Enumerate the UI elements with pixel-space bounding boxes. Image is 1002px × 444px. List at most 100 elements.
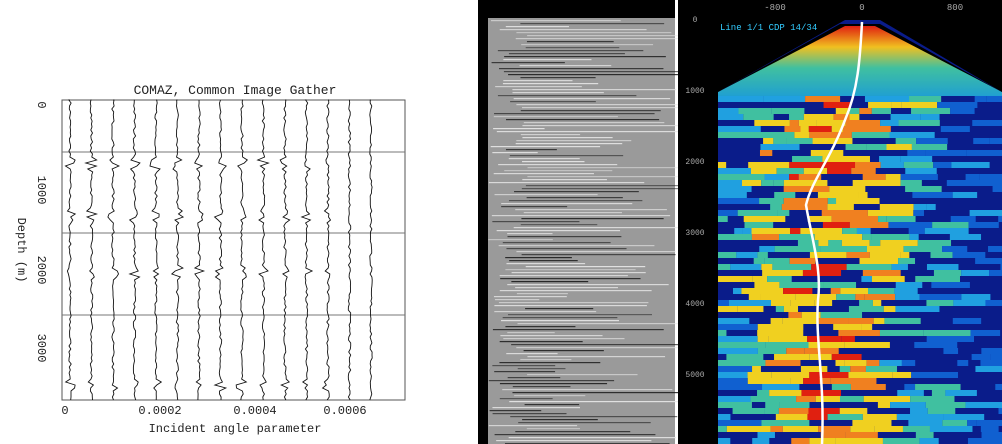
velocity-cell	[969, 222, 999, 228]
velocity-cell	[803, 378, 819, 384]
velocity-cell	[771, 318, 783, 324]
velocity-cell	[933, 162, 951, 168]
reflector	[495, 194, 598, 195]
velocity-cell	[857, 228, 871, 234]
reflector	[514, 98, 671, 99]
reflector	[498, 50, 643, 51]
velocity-cell	[904, 246, 942, 252]
velocity-cell	[852, 420, 891, 426]
velocity-cell	[892, 102, 902, 108]
velocity-cell	[879, 156, 901, 162]
velocity-cell	[967, 420, 976, 426]
velocity-cell	[718, 438, 730, 444]
velocity-cell	[821, 312, 862, 318]
velocity-cell	[759, 198, 784, 204]
velocity-cell	[831, 288, 841, 294]
velocity-cell	[875, 426, 903, 432]
reflector	[494, 296, 567, 297]
reflector	[497, 131, 678, 132]
velocity-cell	[872, 276, 905, 282]
velocity-cell	[799, 120, 816, 126]
velocity-cell	[848, 372, 892, 378]
velocity-cell	[765, 174, 790, 180]
velocity-cell	[824, 102, 851, 108]
velocity-cell	[774, 180, 784, 186]
velocity-cell	[953, 318, 981, 324]
velocity-cell	[953, 192, 977, 198]
reflector	[521, 218, 663, 219]
reflector	[522, 125, 696, 126]
velocity-cell	[866, 144, 886, 150]
velocity-cell	[718, 426, 727, 432]
reflector	[492, 62, 565, 63]
velocity-cell	[743, 228, 752, 234]
velocity-cell	[980, 174, 1002, 180]
velocity-cell	[754, 282, 779, 288]
velocity-cell	[981, 348, 1002, 354]
velocity-cell	[991, 354, 1002, 360]
velocity-cell	[745, 222, 774, 228]
wiggle-trace	[280, 100, 290, 400]
velocity-cell	[888, 222, 932, 228]
wiggle-trace	[150, 100, 161, 400]
velocity-cell	[779, 234, 815, 240]
velocity-cell	[842, 228, 857, 234]
velocity-cell	[867, 360, 880, 366]
reflector	[524, 212, 622, 213]
reflector	[507, 233, 552, 234]
velocity-cell	[718, 216, 728, 222]
velocity-cell	[915, 384, 961, 390]
velocity-cell	[914, 204, 927, 210]
velocity-cell	[718, 330, 726, 336]
reflector	[500, 29, 647, 30]
y-tick-label: 1000	[34, 176, 48, 205]
velocity-cell	[754, 258, 765, 264]
velocity-cell	[840, 288, 868, 294]
velocity-cell	[803, 270, 841, 276]
velocity-cell	[784, 126, 800, 132]
velocity-cell	[752, 234, 779, 240]
velocity-cell	[809, 342, 845, 348]
velocity-cell	[870, 252, 901, 258]
reflector	[503, 338, 624, 339]
velocity-cell	[815, 234, 863, 240]
velocity-cell	[863, 174, 886, 180]
velocity-cell	[777, 210, 789, 216]
velocity-cell	[805, 348, 839, 354]
velocity-cell	[998, 408, 1002, 414]
reflector	[495, 434, 656, 435]
velocity-cell	[912, 144, 947, 150]
reflector	[526, 185, 686, 186]
velocity-cell	[784, 186, 830, 192]
velocity-cell	[923, 330, 970, 336]
velocity-cell	[768, 336, 807, 342]
velocity-cell	[821, 432, 846, 438]
velocity-cell	[739, 108, 772, 114]
velocity-cell	[947, 180, 981, 186]
velocity-cell	[790, 258, 816, 264]
velocity-cell	[855, 162, 881, 168]
velocity-cell	[718, 372, 748, 378]
reflector	[502, 389, 672, 390]
reflector	[494, 371, 555, 372]
velocity-cell	[910, 234, 919, 240]
reflector	[511, 281, 588, 282]
velocity-cell	[868, 288, 894, 294]
reflector	[492, 221, 579, 222]
reflector	[495, 86, 582, 87]
reflector	[525, 404, 580, 405]
velocity-cell	[844, 360, 866, 366]
velocity-cell	[788, 312, 801, 318]
velocity-cell	[878, 402, 890, 408]
reflector	[524, 122, 664, 123]
reflector	[494, 305, 646, 306]
reflector	[504, 71, 685, 72]
reflector	[517, 293, 568, 294]
velocity-cell	[872, 234, 910, 240]
velocity-cell	[951, 216, 976, 222]
velocity-cell	[981, 426, 999, 432]
velocity-cell	[981, 180, 1002, 186]
velocity-cell	[804, 168, 827, 174]
reflector	[527, 197, 623, 198]
y-tick-label: 4000	[685, 300, 704, 309]
